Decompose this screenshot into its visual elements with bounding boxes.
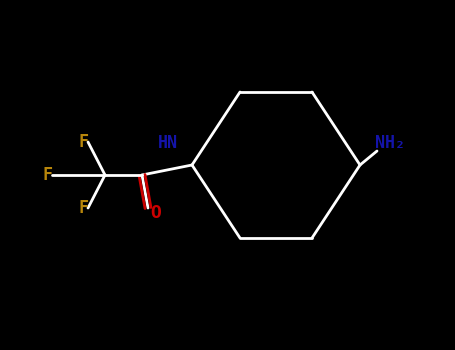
Text: HN: HN [158, 134, 178, 152]
Text: F: F [78, 133, 88, 151]
Text: F: F [42, 166, 52, 184]
Text: O: O [151, 204, 162, 222]
Text: F: F [78, 199, 88, 217]
Text: NH₂: NH₂ [375, 134, 405, 152]
